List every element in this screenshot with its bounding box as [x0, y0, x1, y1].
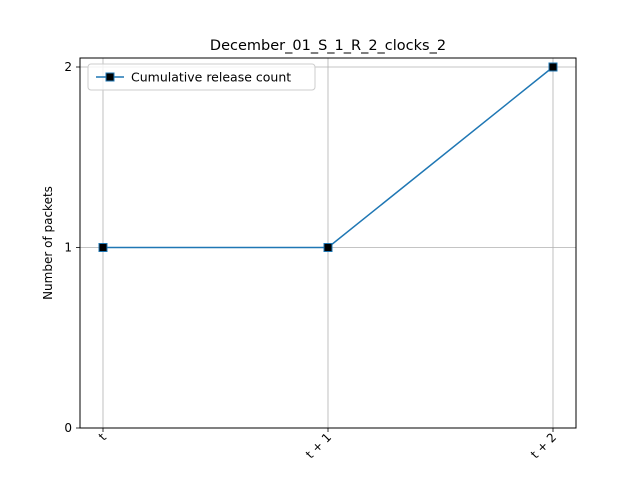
chart-title: December_01_S_1_R_2_clocks_2: [210, 38, 446, 54]
y-tick-label: 2: [64, 60, 72, 74]
y-tick-label: 1: [64, 241, 72, 255]
legend-box: [87, 63, 316, 91]
y-axis-label: Number of packets: [41, 186, 55, 300]
data-point: [548, 62, 558, 72]
y-ticks: 0 1 2: [64, 60, 80, 435]
legend: Cumulative release count: [87, 63, 316, 91]
data-point: [323, 243, 333, 252]
legend-label: Cumulative release count: [131, 70, 291, 85]
legend-marker: [105, 72, 115, 82]
data-point: [98, 243, 108, 252]
data-points: [98, 62, 558, 252]
y-tick-label: 0: [64, 421, 72, 435]
